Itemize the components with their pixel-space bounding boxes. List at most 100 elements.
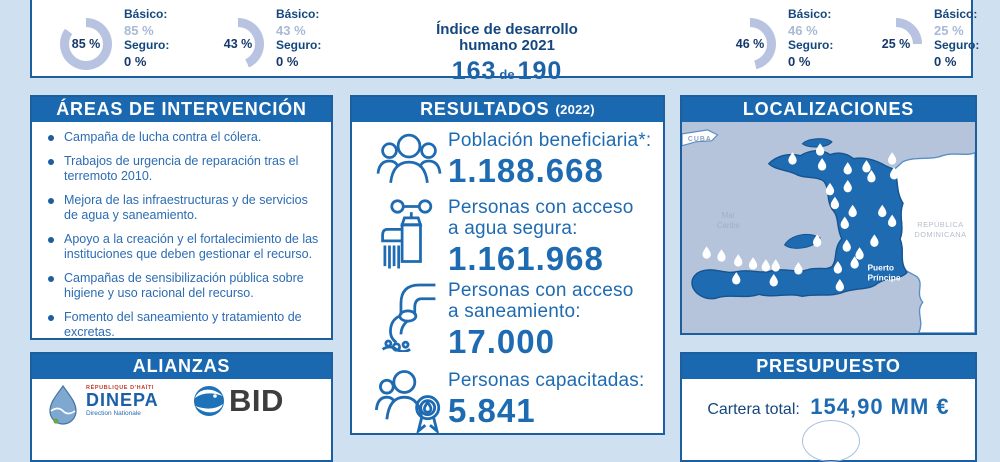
- pipe-water-icon: [370, 280, 448, 352]
- hdi-rank: 163 de 190: [382, 57, 632, 86]
- result-row-trained: Personas capacitadas: 5.841: [370, 370, 644, 436]
- result-label: Personas con acceso a saneamiento:: [448, 280, 634, 322]
- result-label: Personas con acceso a agua segura:: [448, 197, 634, 239]
- water-drop-icon: [833, 261, 843, 274]
- list-item: Apoyo a la creación y el fortalecimiento…: [46, 232, 321, 263]
- localizaciones-panel: LOCALIZACIONES CUBA Mar Caribe REPÚBLICA…: [680, 95, 977, 335]
- group-label-urbano-2: urbano: [672, 0, 802, 1]
- water-drop-markers: [702, 143, 899, 292]
- water-drop-icon: [855, 247, 864, 260]
- donut-legend-4: Básico: 25 % Seguro: 0 %: [934, 7, 1000, 69]
- donut-legend-1: Básico: 85 % Seguro: 0 %: [124, 7, 194, 69]
- water-drop-icon: [825, 182, 835, 196]
- haiti-map-svg: CUBA Mar Caribe REPÚBLICA DOMINICANA Pue…: [681, 122, 976, 334]
- result-value: 17.000: [448, 323, 555, 360]
- hdi-rank-number: 163: [451, 57, 497, 85]
- cartera-total: Cartera total: 154,90 MM €: [682, 394, 975, 420]
- water-drop-icon: [817, 158, 827, 171]
- result-text: Personas con acceso a saneamiento: 17.00…: [448, 280, 648, 361]
- water-drop-icon: [771, 259, 780, 272]
- donut-value: 46 %: [735, 37, 765, 51]
- water-drop-icon: [848, 204, 857, 218]
- hdi-title-line2: humano 2021: [459, 37, 555, 54]
- cartera-value: 154,90 MM €: [810, 394, 950, 419]
- water-drop-icon: [867, 170, 876, 183]
- basico-label: Básico:: [124, 7, 168, 21]
- cuba-shape: [681, 129, 719, 147]
- donut-hole: [221, 27, 255, 61]
- hdi-rank-total: 190: [517, 57, 563, 85]
- donut-chart-rural-sanitation: 25 %: [870, 18, 922, 70]
- water-drop-icon: [830, 196, 840, 210]
- areas-intervencion-panel: ÁREAS DE INTERVENCIÓN Campaña de lucha c…: [30, 95, 333, 340]
- areas-bullet-list: Campaña de lucha contra el cólera. Traba…: [46, 130, 321, 349]
- result-value: 5.841: [448, 392, 536, 429]
- list-item: Campañas de sensibilización pública sobr…: [46, 271, 321, 302]
- seguro-label: Seguro:: [276, 38, 322, 52]
- tortuga-island-shape: [801, 138, 833, 148]
- people-group-icon: [370, 130, 448, 192]
- water-drop-icon: [887, 214, 897, 228]
- bullet-dot-icon: [48, 197, 54, 204]
- bullet-text: Campaña de lucha contra el cólera.: [64, 130, 262, 144]
- water-drop-icon: [794, 262, 803, 275]
- bullet-dot-icon: [48, 275, 54, 282]
- faucet-icon: [370, 197, 448, 271]
- basico-value: 43 %: [276, 22, 306, 38]
- result-text: Personas capacitadas: 5.841: [448, 370, 644, 430]
- basico-label: Básico:: [788, 7, 832, 21]
- map-label-sea-1: Mar: [722, 211, 736, 220]
- water-drop-icon: [862, 160, 871, 173]
- partner-logos: RÉPUBLIQUE D'HAÏTI DINEPA Direction Nati…: [32, 381, 331, 460]
- water-drop-icon: [815, 143, 825, 156]
- bullet-text: Fomento del saneamiento y tratamiento de…: [64, 309, 302, 340]
- seguro-value: 0 %: [934, 53, 957, 69]
- water-drop-icon: [842, 239, 851, 252]
- result-label: Personas capacitadas:: [448, 370, 645, 391]
- donut-chart-rural-water: 43 %: [212, 18, 264, 70]
- resultados-title-text: RESULTADOS: [420, 99, 550, 119]
- result-row-sanitation: Personas con acceso a saneamiento: 17.00…: [370, 280, 648, 361]
- bullet-dot-icon: [48, 314, 54, 321]
- basico-value: 25 %: [934, 22, 964, 38]
- donut-legend-2: Básico: 43 % Seguro: 0 %: [276, 7, 346, 69]
- map-label-capital-2: Príncipe: [867, 272, 900, 282]
- basico-value: 85 %: [124, 22, 154, 38]
- seguro-label: Seguro:: [124, 38, 170, 52]
- donut-legend-3: Básico: 46 % Seguro: 0 %: [788, 7, 858, 69]
- hdi-rank-of: de: [499, 67, 515, 82]
- bid-name-text: BID: [229, 383, 284, 418]
- seguro-value: 0 %: [124, 53, 147, 69]
- seguro-label: Seguro:: [934, 38, 980, 52]
- water-drop-icon: [788, 152, 797, 165]
- group-label-urbano-1: urbano: [57, 0, 187, 1]
- dinepa-drop-icon: [49, 385, 77, 425]
- water-drop-icon: [878, 204, 887, 218]
- water-drop-icon: [761, 259, 770, 272]
- hdi-title-line1: Índice de desarrollo: [436, 21, 578, 38]
- localizaciones-panel-title: LOCALIZACIONES: [682, 97, 975, 122]
- donut-value: 25 %: [881, 37, 911, 51]
- dinepa-name-text: DINEPA: [86, 390, 159, 410]
- result-text: Población beneficiaria*: 1.188.668: [448, 130, 651, 190]
- water-drop-icon: [843, 179, 852, 193]
- seguro-label: Seguro:: [788, 38, 834, 52]
- dinepa-logo: RÉPUBLIQUE D'HAÏTI DINEPA Direction Nati…: [46, 385, 159, 425]
- group-label-rural-1: rural: [210, 0, 340, 1]
- bid-globe-icon: [194, 386, 224, 416]
- water-drop-icon: [835, 279, 844, 292]
- resultados-panel: RESULTADOS (2022) Población beneficiaria…: [350, 95, 665, 435]
- bullet-text: Trabajos de urgencia de reparación tras …: [64, 153, 299, 184]
- donut-chart-urbano-water: 85 %: [60, 18, 112, 70]
- water-drop-icon: [717, 249, 726, 262]
- bullet-text: Mejora de las infraestructuras y de serv…: [64, 192, 308, 223]
- basico-label: Básico:: [934, 7, 978, 21]
- seguro-value: 0 %: [276, 53, 299, 69]
- basico-value: 46 %: [788, 22, 818, 38]
- donut-value: 85 %: [71, 37, 101, 51]
- alianzas-panel: ALIANZAS RÉPUBLIQUE D'HAÏTI DINEPA Direc…: [30, 352, 333, 462]
- water-drop-icon: [769, 274, 778, 287]
- water-drop-icon: [734, 254, 743, 267]
- donut-hole: [69, 27, 103, 61]
- water-drop-icon: [748, 257, 758, 270]
